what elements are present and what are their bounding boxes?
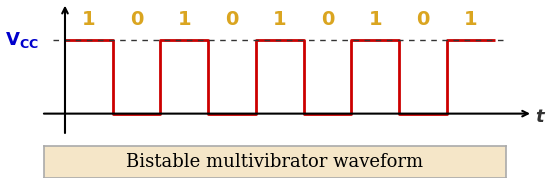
- Text: 1: 1: [273, 10, 287, 28]
- Text: 1: 1: [464, 10, 477, 28]
- Text: 1: 1: [368, 10, 382, 28]
- Text: t: t: [535, 108, 544, 126]
- Text: 1: 1: [82, 10, 96, 28]
- Text: 0: 0: [416, 10, 430, 28]
- Text: 0: 0: [226, 10, 239, 28]
- Text: Bistable multivibrator waveform: Bistable multivibrator waveform: [126, 153, 424, 171]
- Text: $\mathbf{V_{CC}}$: $\mathbf{V_{CC}}$: [5, 30, 38, 50]
- Text: 0: 0: [130, 10, 144, 28]
- Text: 0: 0: [321, 10, 334, 28]
- Text: 1: 1: [178, 10, 191, 28]
